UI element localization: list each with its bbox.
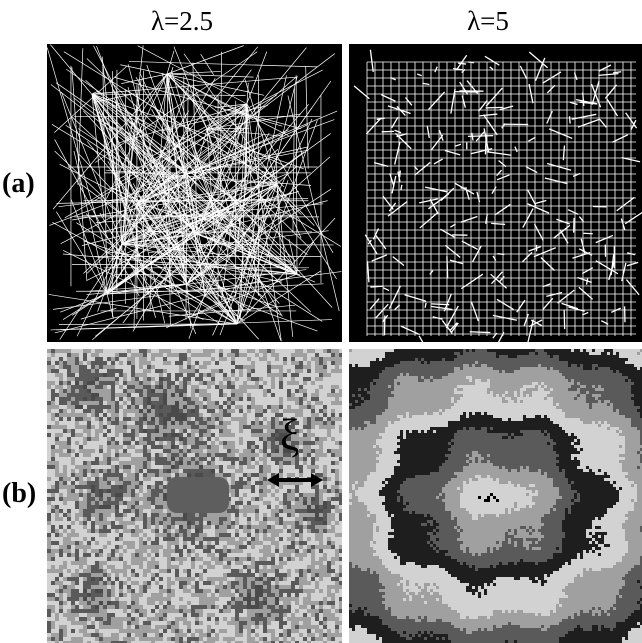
speckle-field-patchy xyxy=(47,349,342,643)
panel-a-lambda-5 xyxy=(349,44,642,342)
network-lattice-grid xyxy=(349,44,642,342)
contour-field-banded xyxy=(349,349,642,643)
double-arrow-icon xyxy=(267,473,323,487)
correlation-length-symbol: ξ xyxy=(280,411,300,460)
column-label-left: λ=2.5 xyxy=(150,6,214,36)
panel-b-lambda-5 xyxy=(349,349,642,643)
row-label-b: (b) xyxy=(2,478,37,509)
panel-b-lambda-2-5 xyxy=(47,349,342,643)
row-label-a: (a) xyxy=(2,168,35,199)
panel-a-lambda-2-5 xyxy=(47,44,342,342)
column-label-right: λ=5 xyxy=(467,6,509,36)
network-lines-long xyxy=(47,44,342,342)
